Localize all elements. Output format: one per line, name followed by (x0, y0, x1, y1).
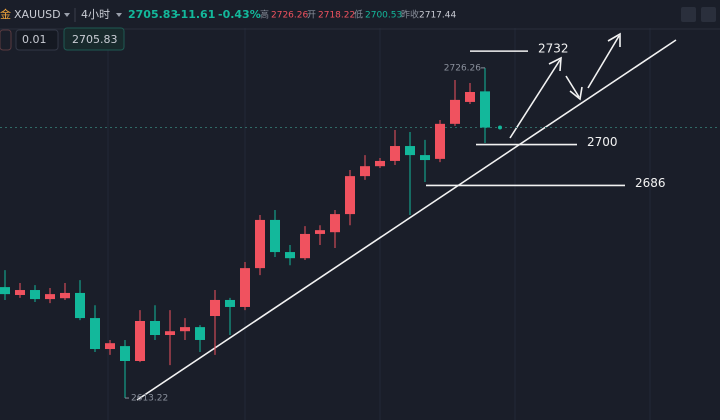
candle-body (480, 91, 490, 128)
candle-body (15, 290, 25, 295)
candle-body (360, 166, 370, 177)
buy-price: 2705.83 (72, 33, 118, 46)
candle-body (30, 290, 40, 300)
candle-body (420, 155, 430, 161)
candle-body (285, 252, 295, 259)
symbol-icon: 金 (0, 7, 11, 21)
change: -11.61 (176, 8, 215, 21)
low-value: 2700.53 (365, 11, 402, 21)
prev-close-label: 昨收 (401, 9, 419, 21)
candle-body (75, 292, 85, 319)
candle-body (390, 146, 400, 161)
candle-body (405, 146, 415, 156)
candle-body (240, 268, 250, 307)
last-price: 2705.83 (128, 8, 178, 21)
candle-body (120, 346, 130, 362)
dropdown-icon[interactable] (116, 13, 122, 17)
tool-button[interactable] (681, 7, 696, 22)
open-value: 2718.22 (318, 11, 355, 21)
high-label: 2726.26 (444, 63, 481, 73)
candle-body (90, 318, 100, 350)
open-label: 开 (307, 10, 316, 21)
level-label: 2700 (587, 135, 618, 149)
candle-body (330, 214, 340, 233)
candle-body (435, 123, 445, 159)
vertical-grid (107, 28, 651, 420)
low-label: 低 (354, 9, 363, 21)
current-marker (498, 125, 502, 130)
candle-body (0, 287, 10, 295)
candle-body (375, 160, 385, 167)
low-label: 2613.22 (131, 394, 168, 404)
candle-body (270, 219, 280, 253)
candle-body (225, 299, 235, 307)
candle-body (450, 99, 460, 124)
candle-body (210, 299, 220, 317)
candle-body (45, 294, 55, 300)
prev-close-value: 2717.44 (419, 11, 456, 21)
candle-body (345, 176, 355, 215)
buy-box[interactable] (63, 27, 125, 51)
candle-body (195, 327, 205, 340)
high-label: 高 (260, 9, 269, 21)
level-label: 2686 (635, 176, 666, 190)
symbol[interactable]: XAUUSD (14, 8, 61, 21)
sell-button[interactable] (0, 29, 12, 51)
candle-body (135, 320, 145, 362)
change-pct: -0.43% (218, 8, 261, 21)
candle-body (60, 292, 70, 299)
candle-body (150, 320, 160, 336)
candle-body (165, 331, 175, 336)
candle-body (300, 233, 310, 259)
drawings (136, 32, 677, 401)
high-value: 2726.26 (271, 11, 308, 21)
dropdown-icon[interactable] (64, 13, 70, 17)
lot: 0.01 (22, 33, 47, 46)
candle-body (315, 230, 325, 234)
lot-box[interactable] (15, 29, 59, 51)
level-label: 2732 (538, 42, 569, 56)
interval[interactable]: 4小时 (81, 8, 110, 21)
tool-button[interactable] (701, 7, 716, 22)
candle-body (465, 92, 475, 102)
candle-body (180, 327, 190, 332)
candle-body (105, 343, 115, 350)
candle-body (255, 219, 265, 269)
